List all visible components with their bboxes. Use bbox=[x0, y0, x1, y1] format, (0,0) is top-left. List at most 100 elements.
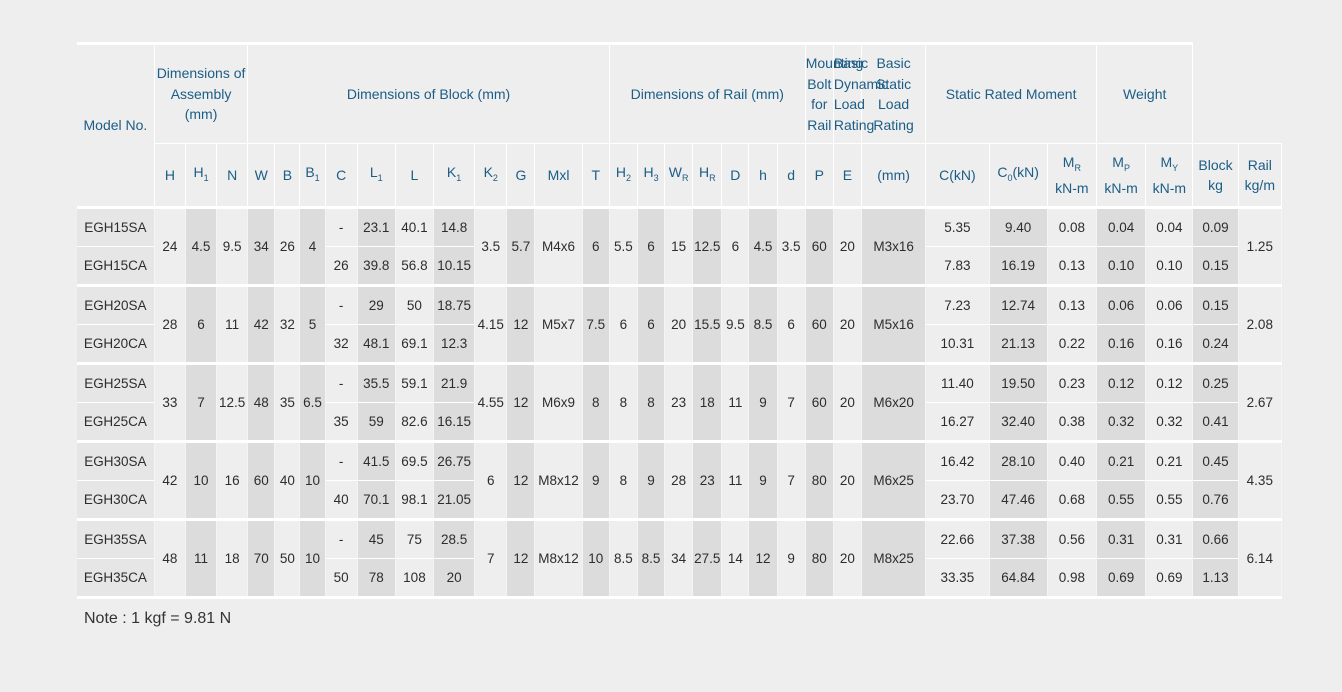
cell-mp: 0.12 bbox=[1096, 362, 1147, 403]
cell-l: 108 bbox=[395, 558, 435, 598]
cell-mxl: M8x12 bbox=[534, 518, 583, 598]
cell-k1: 10.15 bbox=[433, 246, 476, 286]
cell-b1: 10 bbox=[299, 440, 326, 520]
cell-block: 0.15 bbox=[1192, 246, 1239, 286]
cell-h: 48 bbox=[154, 518, 186, 598]
cell-w: 34 bbox=[247, 206, 276, 286]
cell-c: 32 bbox=[325, 324, 358, 364]
cell-c0: 64.84 bbox=[989, 558, 1048, 598]
header-C0-kN: C0(kN) bbox=[989, 143, 1048, 208]
spec-table-body: EGH15SA 24 4.5 9.5 34 26 4-23.1 40.1 14.8 3.5 5.7 M… bbox=[77, 206, 1283, 598]
cell-model: EGH35CA bbox=[77, 558, 155, 598]
cell-l: 69.5 bbox=[395, 440, 435, 481]
cell-d: 9.5 bbox=[721, 284, 750, 364]
cell-c0: 21.13 bbox=[989, 324, 1048, 364]
cell-n: 12.5 bbox=[216, 362, 249, 442]
header-Mxl: Mxl bbox=[534, 143, 583, 208]
cell-b1: 5 bbox=[299, 284, 326, 364]
cell-mr: 0.22 bbox=[1047, 324, 1098, 364]
cell-bolt: M6x25 bbox=[861, 440, 927, 520]
cell-l: 69.1 bbox=[395, 324, 435, 364]
cell-k1: 14.8 bbox=[433, 206, 476, 247]
cell-h1: 7 bbox=[185, 362, 218, 442]
cell-k2: 6 bbox=[474, 440, 508, 520]
cell-model: EGH25CA bbox=[77, 402, 155, 442]
cell-h1: 6 bbox=[185, 284, 218, 364]
cell-g: 5.7 bbox=[506, 206, 536, 286]
cell-mp: 0.10 bbox=[1096, 246, 1147, 286]
cell-block: 0.24 bbox=[1192, 324, 1239, 364]
header-C-kN: C(kN) bbox=[925, 143, 990, 208]
cell-d: 6 bbox=[777, 284, 806, 364]
cell-cdyn: 5.35 bbox=[925, 206, 990, 247]
cell-wr: 28 bbox=[664, 440, 694, 520]
cell-c0: 28.10 bbox=[989, 440, 1048, 481]
cell-d: 7 bbox=[777, 362, 806, 442]
cell-bolt: M8x25 bbox=[861, 518, 927, 598]
header-N: N bbox=[216, 143, 249, 208]
cell-c0: 37.38 bbox=[989, 518, 1048, 559]
cell-cdyn: 16.27 bbox=[925, 402, 990, 442]
cell-k1: 28.5 bbox=[433, 518, 476, 559]
spec-table: Model No. Dimensions of Assembly (mm) Di… bbox=[77, 42, 1283, 600]
cell-h1: 10 bbox=[185, 440, 218, 520]
header-MR: MR kN-m bbox=[1047, 143, 1098, 208]
cell-c: - bbox=[325, 362, 358, 403]
cell-l1: 41.5 bbox=[357, 440, 396, 481]
header-K1: K1 bbox=[433, 143, 476, 208]
cell-t: 9 bbox=[582, 440, 610, 520]
header-bolt-unit: (mm) bbox=[861, 143, 927, 208]
cell-rail: 1.25 bbox=[1238, 206, 1283, 286]
cell-mr: 0.56 bbox=[1047, 518, 1098, 559]
cell-c0: 16.19 bbox=[989, 246, 1048, 286]
cell-g: 12 bbox=[506, 518, 536, 598]
cell-h2: 5.5 bbox=[609, 206, 638, 286]
cell-e: 20 bbox=[833, 206, 862, 286]
header-MY: MY kN-m bbox=[1145, 143, 1194, 208]
cell-c: - bbox=[325, 518, 358, 559]
header-G: G bbox=[506, 143, 536, 208]
table-row: EGH35SA 48 11 18 70 50 10-45 75 28.5 7 12 M8x12 10 8.… bbox=[77, 518, 1283, 598]
cell-d: 7 bbox=[777, 440, 806, 520]
table-row: EGH25CA 35 59 82.6 16.15 16.27 32.40 0.38 0.32 0.… bbox=[77, 402, 1282, 442]
cell-block: 0.66 bbox=[1192, 518, 1239, 559]
cell-model: EGH15SA bbox=[77, 206, 155, 247]
header-block: Dimensions of Block (mm) bbox=[247, 42, 610, 144]
cell-block: 0.09 bbox=[1192, 206, 1239, 247]
cell-e: 20 bbox=[833, 518, 862, 598]
cell-l: 50 bbox=[395, 284, 435, 325]
cell-b: 35 bbox=[274, 362, 301, 442]
cell-l1: 39.8 bbox=[357, 246, 396, 286]
cell-h2: 8.5 bbox=[609, 518, 638, 598]
cell-p: 80 bbox=[805, 440, 834, 520]
header-D: D bbox=[721, 143, 750, 208]
cell-l1: 45 bbox=[357, 518, 396, 559]
cell-hr: 12.5 bbox=[692, 206, 723, 286]
cell-l1: 70.1 bbox=[357, 480, 396, 520]
cell-h: 12 bbox=[748, 518, 778, 598]
cell-model: EGH35SA bbox=[77, 518, 155, 559]
cell-k1: 12.3 bbox=[433, 324, 476, 364]
cell-k1: 21.05 bbox=[433, 480, 476, 520]
table-row: EGH15CA 26 39.8 56.8 10.15 7.83 16.19 0.13 0.10 0… bbox=[77, 246, 1282, 286]
cell-model: EGH25SA bbox=[77, 362, 155, 403]
header-L1: L1 bbox=[357, 143, 396, 208]
cell-n: 9.5 bbox=[216, 206, 249, 286]
cell-n: 18 bbox=[216, 518, 249, 598]
cell-block: 0.15 bbox=[1192, 284, 1239, 325]
cell-l: 56.8 bbox=[395, 246, 435, 286]
cell-cdyn: 11.40 bbox=[925, 362, 990, 403]
cell-h1: 11 bbox=[185, 518, 218, 598]
header-H3: H3 bbox=[637, 143, 666, 208]
cell-mp: 0.31 bbox=[1096, 518, 1147, 559]
cell-my: 0.06 bbox=[1145, 284, 1194, 325]
cell-cdyn: 16.42 bbox=[925, 440, 990, 481]
cell-mxl: M8x12 bbox=[534, 440, 583, 520]
cell-rail: 4.35 bbox=[1238, 440, 1283, 520]
cell-l1: 48.1 bbox=[357, 324, 396, 364]
cell-mr: 0.98 bbox=[1047, 558, 1098, 598]
cell-mr: 0.13 bbox=[1047, 284, 1098, 325]
header-rail: Dimensions of Rail (mm) bbox=[609, 42, 806, 144]
cell-model: EGH30SA bbox=[77, 440, 155, 481]
cell-my: 0.12 bbox=[1145, 362, 1194, 403]
